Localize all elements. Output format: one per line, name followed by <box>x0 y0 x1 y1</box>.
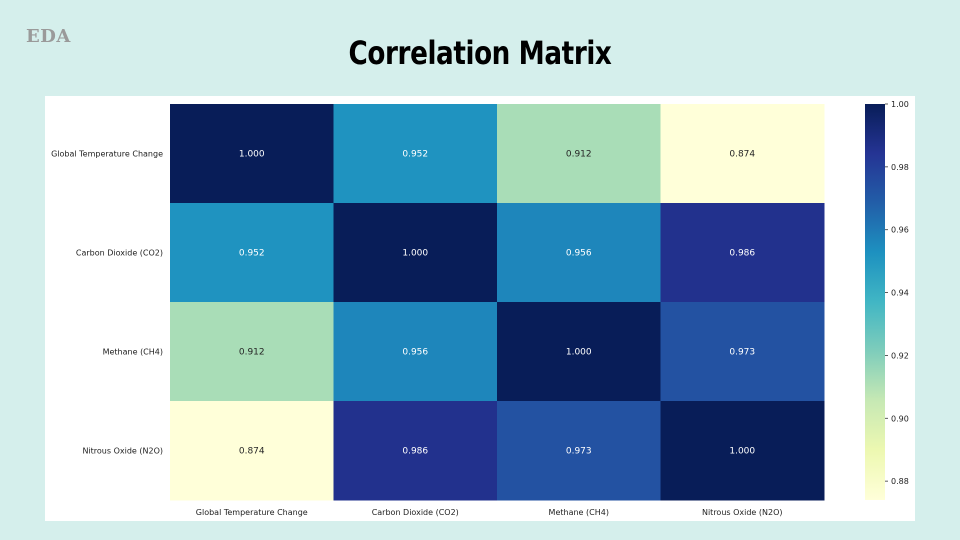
colorbar-tick-label: 0.96 <box>891 226 909 235</box>
heatmap-cell <box>497 203 661 303</box>
cell-value-label: 1.000 <box>729 447 755 457</box>
cell-value-label: 0.952 <box>402 150 428 160</box>
column-label: Methane (CH4) <box>549 508 609 517</box>
cell-value-label: 0.973 <box>729 348 755 358</box>
heatmap-cell <box>333 302 498 402</box>
colorbar-tick-label: 0.98 <box>891 163 909 172</box>
column-label: Global Temperature Change <box>196 508 308 517</box>
heatmap-cell <box>170 104 334 204</box>
heatmap-cell <box>170 203 334 303</box>
cell-value-label: 0.874 <box>239 447 265 457</box>
row-label: Carbon Dioxide (CO2) <box>76 249 163 258</box>
cell-value-label: 0.986 <box>402 447 428 457</box>
colorbar-tick-label: 0.88 <box>891 477 909 486</box>
correlation-heatmap: 1.000 0.952 0.912 0.874 0.952 1.000 0.956 0.986… <box>51 100 909 517</box>
cell-value-label: 1.000 <box>402 249 428 259</box>
column-label: Nitrous Oxide (N2O) <box>702 508 783 517</box>
brand-logo: EDA <box>26 26 71 47</box>
heatmap-cell <box>333 203 498 303</box>
cell-value-label: 0.973 <box>566 447 592 457</box>
cell-value-label: 0.912 <box>566 150 592 160</box>
heatmap-cell <box>660 401 825 501</box>
cell-value-label: 0.874 <box>729 150 755 160</box>
heatmap-cell <box>333 104 498 204</box>
cell-value-label: 1.000 <box>239 150 265 160</box>
cell-value-label: 0.952 <box>239 249 265 259</box>
row-label: Global Temperature Change <box>51 150 163 159</box>
cell-value-label: 0.986 <box>729 249 755 259</box>
heatmap-cell <box>333 401 498 501</box>
colorbar-tick-label: 0.90 <box>891 414 909 423</box>
heatmap-cell <box>497 104 661 204</box>
heatmap-cell <box>497 401 661 501</box>
colorbar-tick-label: 0.94 <box>891 289 909 298</box>
heatmap-cell <box>660 203 825 303</box>
row-label: Methane (CH4) <box>103 348 163 357</box>
cell-value-label: 0.956 <box>566 249 592 259</box>
chart-panel: 1.000 0.952 0.912 0.874 0.952 1.000 0.956 0.986… <box>45 96 915 521</box>
colorbar-tick-label: 1.00 <box>891 100 909 109</box>
heatmap-cell <box>660 302 825 402</box>
heatmap-cell <box>170 401 334 501</box>
cell-value-label: 1.000 <box>566 348 592 358</box>
column-label: Carbon Dioxide (CO2) <box>372 508 459 517</box>
colorbar-tick-label: 0.92 <box>891 351 909 360</box>
row-label: Nitrous Oxide (N2O) <box>82 447 163 456</box>
colorbar <box>865 104 885 500</box>
cell-value-label: 0.956 <box>402 348 428 358</box>
heatmap-cell <box>497 302 661 402</box>
heatmap-cell <box>170 302 334 402</box>
slide-title: Correlation Matrix <box>348 34 612 72</box>
heatmap-cell <box>660 104 825 204</box>
cell-value-label: 0.912 <box>239 348 265 358</box>
